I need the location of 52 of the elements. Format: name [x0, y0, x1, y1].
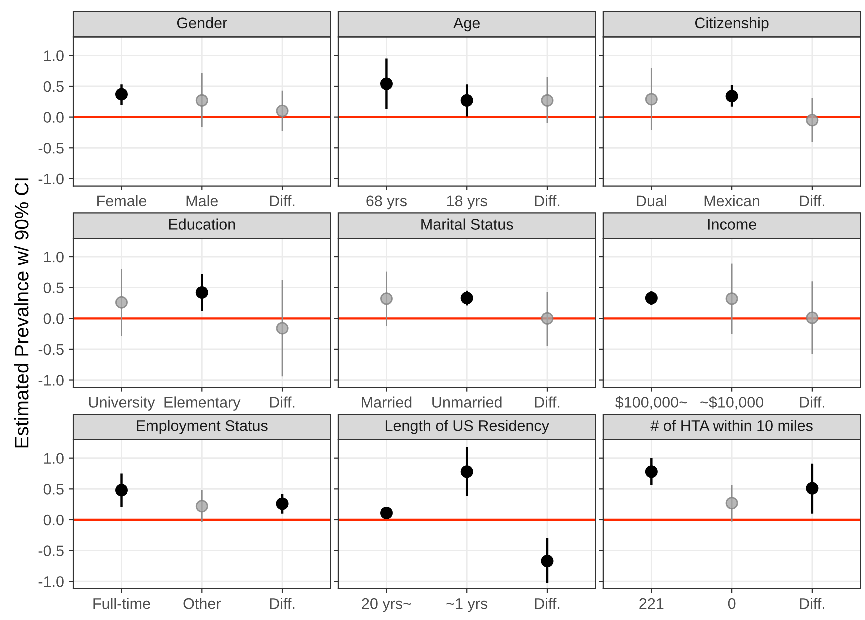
x-tick-label: Diff.	[270, 598, 295, 610]
y-tick-label: 0.5	[44, 484, 64, 495]
chart-title: Gender	[177, 17, 228, 29]
chart-title: Income	[708, 219, 756, 230]
y-tick-label: 0.0	[44, 314, 64, 324]
y-tick-label: 0.0	[44, 112, 64, 123]
y-tick-label: -0.5	[38, 142, 64, 154]
x-tick-label: ~$10,000	[700, 396, 764, 410]
chart-title: Employment Status	[137, 420, 268, 434]
y-tick-label: 1.0	[44, 50, 64, 62]
chart-title: Age	[454, 18, 480, 32]
x-tick-label: Diff.	[270, 195, 295, 206]
x-tick-label: ~1 yrs	[446, 598, 488, 612]
x-tick-label: 20 yrs~	[362, 598, 412, 612]
x-tick-label: 221	[640, 598, 664, 610]
x-tick-label: University	[89, 396, 156, 411]
y-tick-label: -0.5	[38, 344, 64, 356]
x-tick-label: Diff.	[800, 396, 824, 408]
x-tick-label: Diff.	[535, 396, 560, 408]
y-axis-title: Estimated Prevalnce w/ 90% CI	[14, 178, 29, 448]
x-tick-label: Diff.	[535, 598, 560, 610]
x-tick-label: Diff.	[270, 396, 295, 408]
x-tick-label: Full-time	[94, 598, 150, 610]
x-tick-label: Dual	[637, 195, 666, 207]
chart-title: # of HTA within 10 miles	[650, 420, 813, 432]
y-tick-label: 0.5	[44, 81, 64, 92]
y-tick-label: 0.5	[44, 282, 64, 294]
x-tick-label: $100,000~	[616, 396, 688, 410]
x-tick-label: Mexican	[704, 195, 760, 207]
y-tick-label: -1.0	[38, 174, 64, 185]
x-tick-label: Elementary	[164, 396, 241, 411]
x-tick-label: Other	[184, 598, 221, 610]
x-tick-label: Unmarried	[432, 396, 502, 408]
x-tick-label: Diff.	[800, 598, 824, 610]
x-tick-label: Married	[362, 396, 412, 408]
y-tick-label: -1.0	[38, 375, 64, 386]
chart-title: Marital Status	[422, 218, 514, 230]
y-tick-label: -1.0	[38, 576, 64, 588]
x-tick-label: 18 yrs	[447, 196, 488, 210]
chart-title: Education	[169, 218, 236, 230]
x-tick-label: Male	[186, 195, 218, 207]
x-tick-label: Diff.	[800, 195, 824, 206]
x-tick-label: Female	[98, 195, 147, 207]
y-tick-label: 1.0	[44, 453, 64, 464]
y-tick-label: -0.5	[38, 546, 64, 556]
x-tick-label: Diff.	[535, 195, 560, 206]
x-tick-label: 0	[728, 598, 736, 610]
chart-title: Citizenship	[695, 17, 769, 32]
chart-title: Length of US Residency	[386, 420, 550, 434]
y-tick-label: 0.0	[44, 514, 64, 526]
y-tick-label: 1.0	[44, 252, 64, 263]
x-tick-label: 68 yrs	[366, 196, 407, 210]
